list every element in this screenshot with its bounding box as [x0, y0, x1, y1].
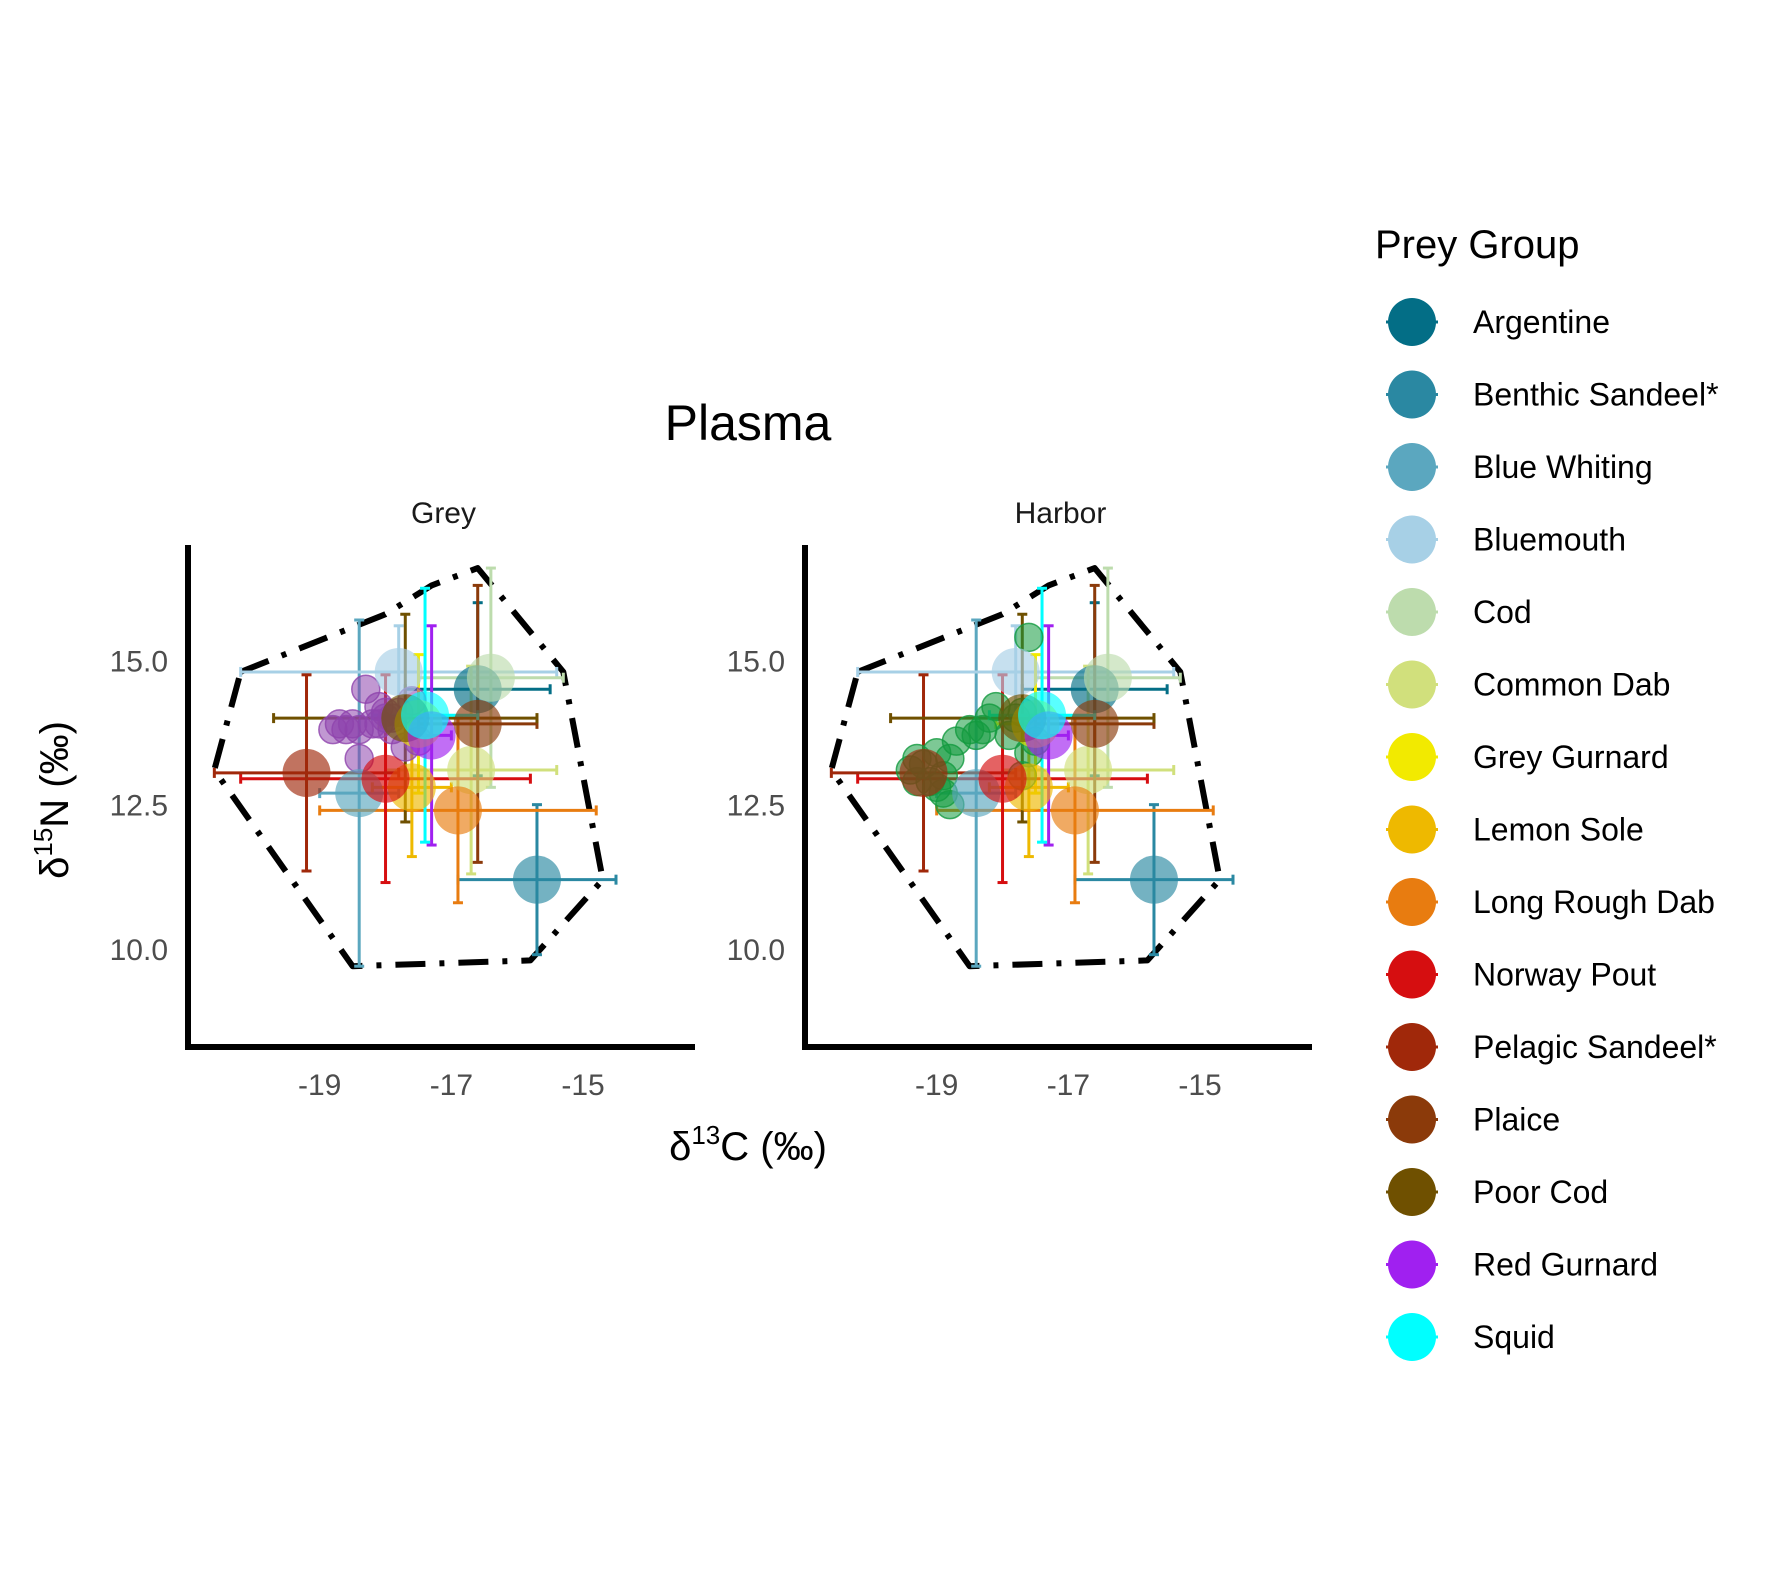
x-tick-label: -17 — [1047, 1069, 1090, 1102]
legend-label: Blue Whiting — [1473, 449, 1653, 485]
prey-point — [361, 754, 410, 803]
legend-key-point — [1388, 1313, 1436, 1361]
prey-point — [401, 691, 450, 740]
prey-point — [512, 855, 561, 904]
legend-key-point — [1388, 588, 1436, 636]
legend-key-point — [1388, 370, 1436, 419]
y-tick-label: 10.0 — [110, 934, 168, 967]
x-tick-label: -19 — [915, 1069, 958, 1102]
mixing-polygon — [828, 565, 1223, 970]
panel-harbor: Harbor -19 -17 -15 10.0 12.5 15.0 — [727, 497, 1312, 1102]
legend-key-point — [1388, 805, 1436, 854]
legend-label: Norway Pout — [1473, 957, 1656, 993]
prey-point — [374, 647, 423, 696]
y-tick-label: 10.0 — [727, 934, 785, 967]
prey-point — [991, 647, 1040, 696]
legend-key-point — [1388, 950, 1436, 999]
legend-item: Grey Gurnard — [1386, 733, 1669, 781]
legend-item: Lemon Sole — [1386, 805, 1644, 854]
legend-item: Common Dab — [1386, 660, 1670, 709]
x-tick-label: -19 — [298, 1069, 341, 1102]
legend-label: Grey Gurnard — [1473, 739, 1669, 775]
legend-item: Norway Pout — [1386, 950, 1656, 999]
prey-point — [978, 754, 1027, 803]
prey-point — [447, 746, 496, 795]
legend-item: Cod — [1386, 588, 1532, 636]
legend-item: Red Gurnard — [1386, 1240, 1658, 1289]
legend-label: Argentine — [1473, 304, 1610, 340]
legend-item: Bluemouth — [1386, 515, 1626, 564]
panel-grey: Grey -19 -17 -15 10.0 12.5 15.0 — [110, 497, 695, 1102]
legend-label: Bluemouth — [1473, 522, 1626, 558]
y-tick-label: 15.0 — [110, 645, 168, 678]
legend-key-point — [1388, 515, 1436, 564]
y-axis-title-rest: N (‰) — [33, 721, 77, 828]
prey-point — [282, 748, 331, 797]
consumer-point — [1014, 622, 1044, 653]
y-tick-label: 15.0 — [727, 645, 785, 678]
x-tick-label: -15 — [561, 1069, 604, 1102]
legend-label: Poor Cod — [1473, 1174, 1608, 1210]
legend-item: Squid — [1386, 1313, 1555, 1361]
legend-key-point — [1388, 1240, 1436, 1289]
legend-item: Blue Whiting — [1386, 443, 1653, 491]
prey-point — [1070, 699, 1119, 748]
y-tick-label: 12.5 — [110, 790, 168, 823]
legend-label: Lemon Sole — [1473, 812, 1644, 848]
legend-label: Squid — [1473, 1319, 1555, 1355]
x-axis-superscript: 13 — [691, 1120, 720, 1150]
mixing-polygon — [211, 565, 606, 970]
x-tick-label: -15 — [1178, 1069, 1221, 1102]
legend-key-point — [1388, 298, 1436, 346]
x-tick-label: -17 — [430, 1069, 473, 1102]
legend-label: Benthic Sandeel* — [1473, 377, 1719, 413]
prey-point — [1064, 746, 1113, 795]
legend-item: Poor Cod — [1386, 1168, 1608, 1216]
panel-label: Grey — [411, 497, 476, 530]
legend: Argentine Benthic Sandeel* Blue Whiting Blu… — [1386, 298, 1719, 1361]
legend-title: Prey Group — [1375, 223, 1580, 267]
legend-item: Argentine — [1386, 298, 1610, 346]
y-axis-title: δ15N (‰) — [28, 721, 77, 879]
legend-label: Cod — [1473, 594, 1532, 630]
prey-point — [1050, 786, 1099, 835]
legend-label: Plaice — [1473, 1102, 1560, 1138]
prey-point — [1083, 653, 1132, 702]
prey-point — [466, 653, 515, 702]
prey-point — [433, 786, 482, 835]
prey-point — [899, 748, 948, 797]
legend-item: Plaice — [1386, 1095, 1560, 1144]
legend-item: Pelagic Sandeel* — [1386, 1023, 1717, 1071]
prey-point — [453, 699, 502, 748]
legend-key-point — [1388, 1168, 1436, 1216]
legend-label: Long Rough Dab — [1473, 884, 1715, 920]
legend-key-point — [1388, 733, 1436, 781]
legend-label: Red Gurnard — [1473, 1247, 1658, 1283]
legend-item: Benthic Sandeel* — [1386, 370, 1719, 419]
legend-key-point — [1388, 1095, 1436, 1144]
legend-label: Common Dab — [1473, 667, 1670, 703]
legend-label: Pelagic Sandeel* — [1473, 1029, 1717, 1065]
legend-key-point — [1388, 1023, 1436, 1071]
prey-point — [1129, 855, 1178, 904]
panels: Grey -19 -17 -15 10.0 12.5 15.0 Harbor -19 -17 -15… — [110, 497, 1312, 1102]
chart-title: Plasma — [665, 395, 832, 451]
legend-key-point — [1388, 878, 1436, 926]
panel-label: Harbor — [1015, 497, 1107, 530]
y-tick-label: 12.5 — [727, 790, 785, 823]
legend-key-point — [1388, 443, 1436, 491]
legend-key-point — [1388, 660, 1436, 709]
x-axis-title: δ13C (‰) — [669, 1120, 827, 1169]
legend-item: Long Rough Dab — [1386, 878, 1715, 926]
prey-point — [1018, 691, 1067, 740]
y-axis-superscript: 15 — [28, 828, 58, 857]
x-axis-title-rest: C (‰) — [720, 1125, 827, 1169]
